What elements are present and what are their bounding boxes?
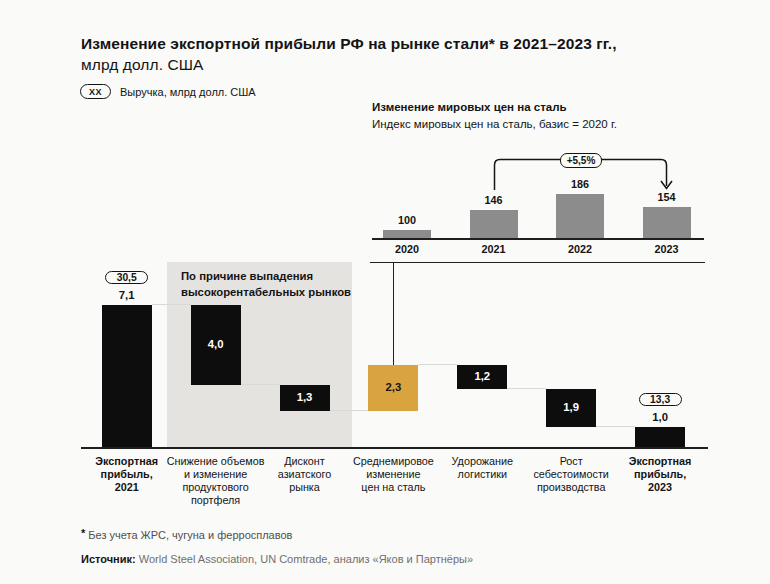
price-index-bar [556, 194, 604, 239]
price-index-value: 154 [637, 191, 697, 203]
bar-value-label: 1,2 [457, 370, 507, 382]
revenue-badge: 13,3 [639, 393, 682, 406]
waterfall-axis-line [81, 447, 708, 449]
legend-badge: XX [80, 84, 111, 99]
legend: XX Выручка, млрд долл. США [80, 84, 256, 99]
waterfall-note: По причине выпадениявысокорентабельных р… [181, 269, 351, 300]
waterfall-connector [152, 304, 191, 305]
page-title-line2: млрд долл. США [81, 54, 617, 75]
bar-value-label: 1,3 [280, 391, 330, 403]
footnote: * Без учета ЖРС, чугуна и ферросплавов [81, 529, 292, 541]
inset-axis-line [372, 238, 704, 240]
page-title: Изменение экспортной прибыли РФ на рынке… [81, 33, 617, 75]
source-text: World Steel Association, UN Comtrade, ан… [139, 553, 473, 565]
inset-to-bar-connector [393, 263, 394, 365]
price-index-value: 146 [464, 194, 524, 206]
price-index-value: 186 [550, 178, 610, 190]
category-label: Экспортнаяприбыль,2023 [605, 455, 715, 494]
price-index-value: 100 [377, 214, 437, 226]
waterfall-bar-1 [102, 305, 152, 447]
waterfall-connector [241, 384, 280, 385]
annotation-pill: +5,5% [560, 153, 602, 168]
price-index-year: 2020 [377, 243, 437, 255]
price-index-bar [470, 210, 518, 239]
revenue-badge: 30,5 [105, 271, 148, 284]
waterfall-connector [507, 388, 546, 389]
waterfall-connector [418, 364, 457, 365]
waterfall-connector [596, 426, 635, 427]
waterfall-note-line: высокорентабельных рынков [181, 285, 351, 301]
waterfall-note-line: По причине выпадения [181, 269, 351, 285]
inset-separator-line [370, 262, 705, 263]
waterfall-connector [330, 410, 369, 411]
price-index-year: 2021 [464, 243, 524, 255]
inset-chart-subtitle: Индекс мировых цен на сталь, базис = 202… [372, 118, 617, 130]
bar-value-label: 2,3 [368, 381, 418, 393]
price-index-year: 2022 [550, 243, 610, 255]
source-label: Источник: [81, 553, 136, 565]
source-line: Источник: World Steel Association, UN Co… [81, 553, 473, 565]
price-index-year: 2023 [637, 243, 697, 255]
bar-value-label: 1,9 [546, 401, 596, 413]
bar-value-label: 1,0 [630, 411, 690, 423]
bar-value-label: 7,1 [97, 289, 157, 301]
footnote-text: Без учета ЖРС, чугуна и ферросплавов [88, 529, 292, 541]
footnote-asterisk: * [81, 527, 85, 539]
bar-value-label: 4,0 [191, 338, 241, 350]
page-title-line1: Изменение экспортной прибыли РФ на рынке… [81, 33, 617, 54]
legend-label: Выручка, млрд долл. США [120, 86, 256, 98]
inset-chart-title: Изменение мировых цен на сталь [372, 101, 567, 113]
price-index-bar [643, 207, 691, 239]
waterfall-bar-7 [635, 427, 685, 447]
